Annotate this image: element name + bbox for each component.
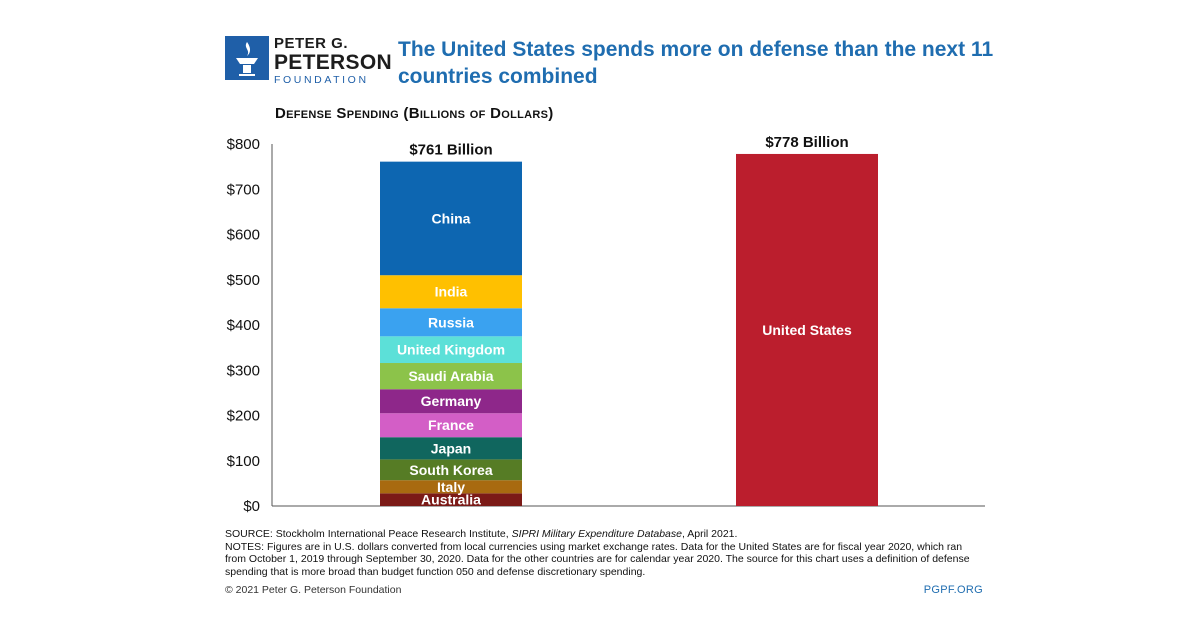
- segment-label-france: France: [428, 417, 474, 433]
- chart-title: Defense Spending (Billions of Dollars): [275, 105, 554, 122]
- segment-label-russia: Russia: [428, 314, 474, 330]
- bar-segment-china: [380, 161, 522, 276]
- notes-block: SOURCE: Stockholm International Peace Re…: [225, 528, 985, 578]
- bar-segment-united-states: [736, 153, 878, 506]
- bar-segment-japan: [380, 437, 522, 460]
- y-tick-label: $800: [227, 136, 260, 153]
- segment-label-australia: Australia: [421, 492, 481, 508]
- bar-segment-saudi-arabia: [380, 363, 522, 390]
- bar-segment-south-korea: [380, 459, 522, 481]
- y-tick-label: $700: [227, 181, 260, 198]
- bar-segment-france: [380, 413, 522, 438]
- segment-label-japan: Japan: [431, 440, 471, 456]
- source-title: SIPRI Military Expenditure Database: [511, 528, 682, 540]
- y-tick-label: $400: [227, 317, 260, 334]
- logo-line-1: PETER G.: [274, 35, 349, 52]
- bar-segment-germany: [380, 389, 522, 414]
- copyright: © 2021 Peter G. Peterson Foundation: [225, 584, 402, 596]
- segment-label-china: China: [432, 210, 471, 226]
- site-link[interactable]: PGPF.ORG: [923, 584, 983, 596]
- bar-total-label: $761 Billion: [409, 142, 492, 159]
- source-prefix: SOURCE: Stockholm International Peace Re…: [225, 528, 512, 540]
- bar-segment-australia: [380, 493, 522, 506]
- segment-label-india: India: [435, 284, 468, 300]
- segment-label-united-states: United States: [762, 322, 852, 338]
- y-tick-label: $200: [227, 408, 260, 425]
- source-line: SOURCE: Stockholm International Peace Re…: [225, 528, 985, 541]
- y-tick-label: $0: [243, 498, 260, 515]
- segment-label-south-korea: South Korea: [409, 462, 492, 478]
- segment-label-united-kingdom: United Kingdom: [397, 342, 505, 358]
- segment-label-italy: Italy: [437, 479, 465, 495]
- y-tick-label: $100: [227, 453, 260, 470]
- bar-segment-russia: [380, 308, 522, 337]
- bar-total-label: $778 Billion: [765, 134, 848, 151]
- headline: The United States spends more on defense…: [398, 38, 994, 88]
- segment-label-germany: Germany: [421, 393, 482, 409]
- bar-segment-united-kingdom: [380, 336, 522, 364]
- y-tick-label: $500: [227, 272, 260, 289]
- source-suffix: , April 2021.: [681, 528, 738, 540]
- bar-segment-italy: [380, 480, 522, 494]
- segment-label-saudi-arabia: Saudi Arabia: [408, 368, 493, 384]
- logo-line-2: PETERSON: [274, 51, 392, 74]
- y-tick-label: $300: [227, 362, 260, 379]
- y-tick-label: $600: [227, 227, 260, 244]
- bar-segment-india: [380, 275, 522, 309]
- notes-text: NOTES: Figures are in U.S. dollars conve…: [225, 540, 970, 578]
- torch-icon: [225, 36, 269, 80]
- pgpf-logo: PETER G. PETERSON FOUNDATION: [225, 36, 392, 85]
- logo-line-3: FOUNDATION: [274, 74, 369, 86]
